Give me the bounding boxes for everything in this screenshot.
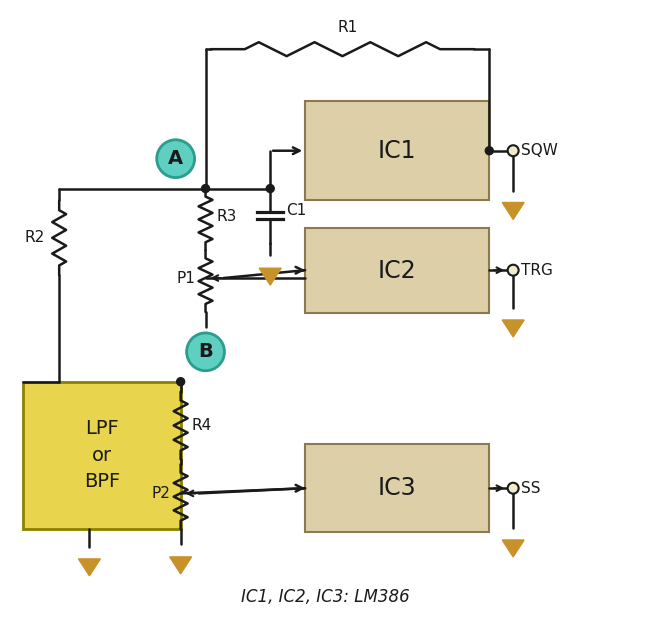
Text: SQW: SQW bbox=[521, 143, 558, 158]
Text: R4: R4 bbox=[192, 418, 212, 433]
Polygon shape bbox=[502, 540, 524, 557]
Circle shape bbox=[202, 184, 209, 193]
Bar bbox=[305, 101, 489, 201]
Bar bbox=[305, 444, 489, 532]
Circle shape bbox=[486, 147, 493, 155]
Bar bbox=[23, 382, 181, 529]
Text: P2: P2 bbox=[152, 486, 171, 501]
Text: IC3: IC3 bbox=[378, 476, 417, 500]
Text: SS: SS bbox=[521, 481, 541, 496]
Polygon shape bbox=[259, 268, 281, 285]
Text: IC1: IC1 bbox=[378, 139, 417, 163]
Text: TRG: TRG bbox=[521, 263, 553, 278]
Text: R1: R1 bbox=[337, 20, 358, 36]
Text: A: A bbox=[168, 149, 183, 168]
Text: B: B bbox=[198, 342, 213, 361]
Circle shape bbox=[157, 140, 194, 178]
Text: R3: R3 bbox=[216, 209, 237, 224]
Text: R2: R2 bbox=[24, 231, 44, 245]
Polygon shape bbox=[502, 202, 524, 219]
Text: C1: C1 bbox=[286, 203, 306, 218]
Polygon shape bbox=[79, 559, 100, 576]
Text: IC1, IC2, IC3: LM386: IC1, IC2, IC3: LM386 bbox=[240, 587, 410, 606]
Text: LPF
or
BPF: LPF or BPF bbox=[84, 419, 120, 492]
Circle shape bbox=[508, 483, 519, 493]
Bar bbox=[305, 229, 489, 313]
Text: P1: P1 bbox=[177, 270, 196, 285]
Circle shape bbox=[508, 265, 519, 275]
Polygon shape bbox=[502, 320, 524, 337]
Circle shape bbox=[177, 378, 185, 386]
Circle shape bbox=[266, 184, 274, 193]
Circle shape bbox=[187, 333, 224, 371]
Polygon shape bbox=[194, 340, 216, 357]
Circle shape bbox=[508, 145, 519, 156]
Text: IC2: IC2 bbox=[378, 259, 417, 283]
Polygon shape bbox=[170, 557, 192, 574]
